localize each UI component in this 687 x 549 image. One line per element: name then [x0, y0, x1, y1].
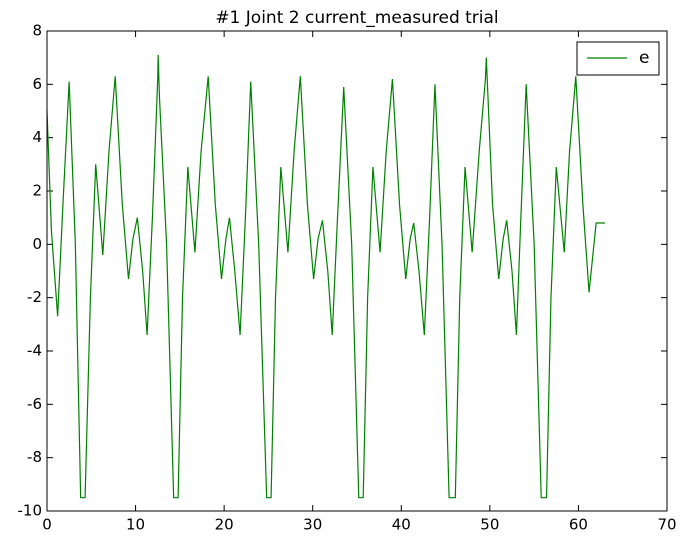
y-tick-label: 2 — [32, 182, 42, 200]
plot-frame — [46, 30, 668, 512]
y-tick-label: 4 — [32, 128, 42, 146]
y-tick-label: -4 — [27, 342, 42, 360]
y-tick-label: -8 — [27, 448, 42, 466]
y-tick-label: -2 — [27, 288, 42, 306]
y-tick-label: 0 — [32, 235, 42, 253]
legend-label: e — [639, 48, 649, 68]
y-tick-label: -6 — [27, 395, 42, 413]
x-tick-label: 40 — [392, 516, 411, 534]
line — [46, 54, 605, 499]
y-tick-label: 6 — [32, 75, 42, 93]
x-tick-label: 50 — [480, 516, 499, 534]
y-tick-label: 8 — [32, 22, 42, 40]
x-tick-label: 0 — [42, 516, 52, 534]
x-tick-label: 60 — [569, 516, 588, 534]
y-tick-label: -10 — [18, 502, 43, 520]
x-tick-label: 30 — [303, 516, 322, 534]
x-tick-label: 70 — [657, 516, 676, 534]
x-tick-label: 20 — [215, 516, 234, 534]
chart-title: #1 Joint 2 current_measured trial — [215, 8, 498, 28]
x-tick-label: 10 — [126, 516, 145, 534]
